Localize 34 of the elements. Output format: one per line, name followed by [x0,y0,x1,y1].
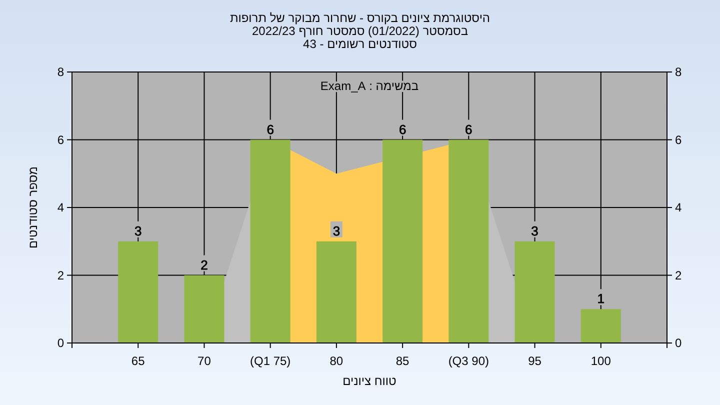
data-label: 6 [465,122,472,137]
y2-tick-label: 4 [675,200,682,214]
y2-tick-label: 0 [675,336,682,350]
bar [580,309,621,343]
x-tick-label: 95 [528,354,542,368]
bar [118,241,158,343]
data-label: 3 [332,223,340,238]
x-tick-label: 100 [590,354,612,368]
y-tick-label: 0 [57,336,64,350]
x-tick-label: 80 [330,354,344,368]
x-axis-title: טווח ציונים [342,374,397,388]
data-label: 2 [200,257,208,272]
x-tick-label: 70 [198,354,212,368]
data-label: 6 [266,122,274,137]
x-tick-label: (Q3 90) [448,354,490,368]
x-tick-label: 65 [131,354,146,368]
y2-tick-label: 2 [675,268,682,282]
y-tick-label: 4 [57,200,64,214]
data-label: 1 [597,291,605,306]
data-label: 6 [398,122,406,137]
data-label: 3 [531,223,538,238]
bar [316,241,356,343]
bar [382,140,423,343]
x-tick-label: (Q1 75) [250,354,291,368]
y-tick-label: 6 [57,132,64,147]
data-label: 3 [134,223,142,238]
y-axis-title: מספר סטודנטים [26,166,40,249]
y-tick-label: 2 [57,268,64,282]
x-tick-label: 85 [396,354,410,368]
y2-tick-label: 6 [675,132,682,147]
chart-subtitle: בסמסטר (01/2022) סמסטר חורף 2022/23 סטודנטים רשומים - 43 [252,24,468,51]
y-tick-label: 8 [57,65,64,79]
chart-title: היסטוגרמת ציונים בקורס - שחרור מבוקר של תרופות [230,11,490,25]
y2-tick-label: 8 [675,65,682,79]
